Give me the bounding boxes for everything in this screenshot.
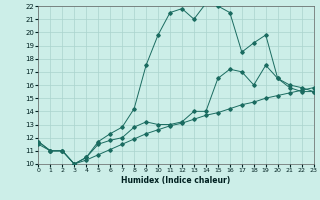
X-axis label: Humidex (Indice chaleur): Humidex (Indice chaleur) xyxy=(121,176,231,185)
